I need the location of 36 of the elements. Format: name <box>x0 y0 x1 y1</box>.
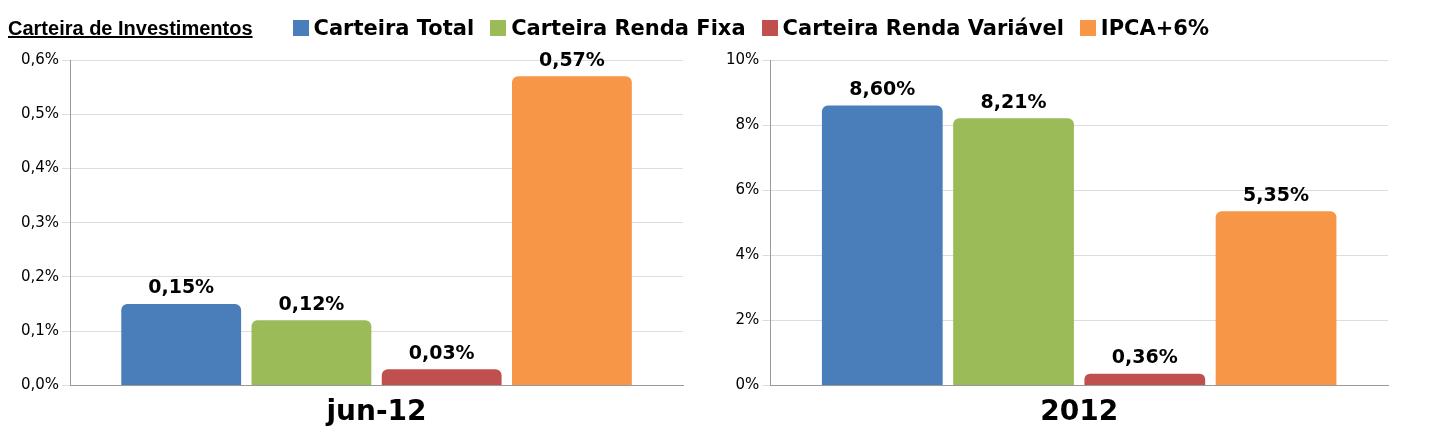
y-tick-label: 4% <box>735 245 760 264</box>
bar <box>381 369 502 385</box>
bar <box>1084 373 1206 385</box>
y-tick-label: 0% <box>735 375 760 394</box>
legend-label: Carteira Total <box>313 16 475 40</box>
bar <box>251 320 372 385</box>
x-tick-label: 2012 <box>1040 394 1119 428</box>
bar <box>1215 211 1337 385</box>
data-label: 0,15% <box>148 275 215 298</box>
data-label: 0,03% <box>408 340 475 363</box>
data-label: 5,35% <box>1243 182 1310 205</box>
legend-label: IPCA+6% <box>1100 16 1209 40</box>
y-tick-label: 10% <box>726 49 760 68</box>
y-tick-label: 0,6% <box>21 49 60 68</box>
bar <box>953 118 1074 385</box>
bar <box>512 76 632 385</box>
y-tick-label: 6% <box>735 180 760 199</box>
y-tick-label: 0,3% <box>21 212 60 231</box>
y-tick-label: 2% <box>735 310 760 329</box>
y-tick-label: 0,1% <box>21 321 60 340</box>
data-label: 8,60% <box>849 76 916 99</box>
data-label: 0,57% <box>538 47 605 70</box>
chart-title: Carteira de Investimentos <box>8 16 253 40</box>
data-label: 8,21% <box>980 89 1047 112</box>
data-label: 0,36% <box>1111 345 1178 368</box>
y-tick-label: 8% <box>735 114 760 133</box>
x-tick-label: jun-12 <box>325 394 427 428</box>
y-tick-label: 0,4% <box>21 158 60 177</box>
legend-label: Carteira Renda Variável <box>782 16 1064 40</box>
y-tick-label: 0,2% <box>21 266 60 285</box>
bar <box>821 105 943 385</box>
y-tick-label: 0,0% <box>21 375 60 394</box>
y-tick-label: 0,5% <box>21 104 60 123</box>
data-label: 0,12% <box>278 291 345 314</box>
legend-label: Carteira Renda Fixa <box>511 16 746 40</box>
bar <box>121 304 242 385</box>
